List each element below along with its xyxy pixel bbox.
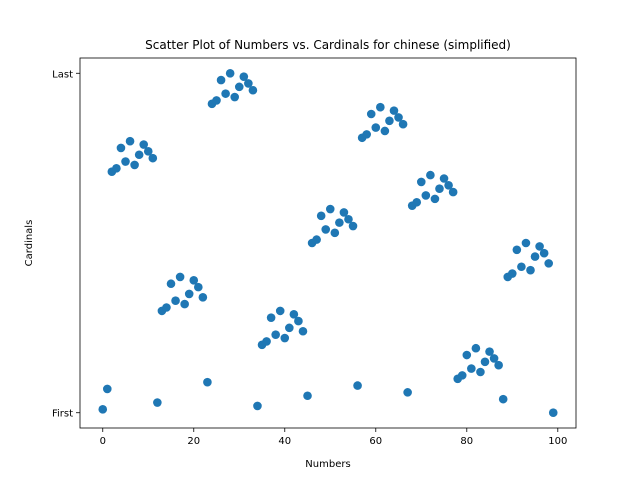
data-point bbox=[449, 188, 458, 197]
data-point bbox=[199, 293, 208, 302]
data-point bbox=[235, 83, 244, 92]
data-point bbox=[221, 89, 230, 98]
data-point bbox=[112, 164, 121, 173]
data-point bbox=[126, 137, 135, 146]
data-point bbox=[321, 225, 330, 234]
data-point bbox=[426, 171, 435, 180]
data-point bbox=[130, 161, 139, 170]
data-point bbox=[185, 290, 194, 299]
data-point bbox=[526, 266, 535, 275]
data-point bbox=[362, 130, 371, 139]
data-point bbox=[335, 218, 344, 227]
data-point bbox=[371, 123, 380, 132]
data-point bbox=[476, 368, 485, 377]
data-point bbox=[167, 279, 176, 288]
data-point bbox=[481, 358, 490, 367]
data-point bbox=[494, 361, 503, 370]
data-point bbox=[353, 381, 362, 390]
data-point bbox=[299, 327, 308, 336]
data-point bbox=[212, 96, 221, 105]
data-point bbox=[549, 408, 558, 417]
data-point bbox=[540, 249, 549, 258]
data-point bbox=[472, 344, 481, 353]
data-point bbox=[171, 296, 180, 305]
data-point bbox=[417, 178, 426, 187]
data-point bbox=[98, 405, 107, 414]
data-point bbox=[312, 235, 321, 244]
data-point bbox=[544, 259, 553, 268]
data-point bbox=[326, 205, 335, 214]
data-point bbox=[399, 120, 408, 129]
data-point bbox=[381, 127, 390, 136]
data-point bbox=[217, 76, 226, 85]
x-tick-label: 40 bbox=[278, 436, 291, 447]
x-tick-label: 80 bbox=[460, 436, 473, 447]
data-point bbox=[162, 303, 171, 312]
data-point bbox=[431, 195, 440, 204]
data-point bbox=[403, 388, 412, 397]
data-point bbox=[249, 86, 258, 95]
data-point bbox=[367, 110, 376, 119]
x-tick-label: 100 bbox=[548, 436, 567, 447]
data-point bbox=[513, 245, 522, 254]
data-point bbox=[422, 191, 431, 200]
data-point bbox=[103, 385, 112, 394]
data-point bbox=[435, 184, 444, 193]
data-point bbox=[294, 317, 303, 326]
data-point bbox=[262, 337, 271, 346]
data-point bbox=[135, 150, 144, 159]
data-point bbox=[153, 398, 162, 407]
data-point bbox=[117, 144, 126, 153]
data-point bbox=[121, 157, 130, 166]
data-point bbox=[458, 371, 467, 380]
data-point bbox=[149, 154, 158, 163]
data-point bbox=[180, 300, 189, 309]
x-tick-label: 60 bbox=[369, 436, 382, 447]
data-point bbox=[176, 273, 185, 282]
x-tick-label: 20 bbox=[187, 436, 200, 447]
data-point bbox=[230, 93, 239, 102]
data-point bbox=[317, 212, 326, 221]
data-point bbox=[376, 103, 385, 112]
data-point bbox=[276, 307, 285, 316]
data-point bbox=[194, 283, 203, 292]
y-tick-label: First bbox=[52, 409, 73, 420]
data-point bbox=[467, 364, 476, 373]
plot-area bbox=[80, 58, 576, 428]
data-point bbox=[508, 269, 517, 278]
data-point bbox=[331, 229, 340, 238]
data-point bbox=[253, 402, 262, 411]
y-tick-label: Last bbox=[52, 69, 73, 80]
data-point bbox=[303, 391, 312, 400]
data-point bbox=[462, 351, 471, 360]
data-point bbox=[522, 239, 531, 248]
x-axis-label: Numbers bbox=[305, 459, 350, 470]
data-point bbox=[285, 324, 294, 333]
chart-title: Scatter Plot of Numbers vs. Cardinals fo… bbox=[145, 38, 511, 52]
data-point bbox=[271, 330, 280, 339]
data-point bbox=[280, 334, 289, 343]
data-point bbox=[385, 116, 394, 125]
data-point bbox=[531, 252, 540, 261]
data-point bbox=[226, 69, 235, 78]
data-point bbox=[267, 313, 276, 322]
x-tick-label: 0 bbox=[100, 436, 106, 447]
data-point bbox=[203, 378, 212, 387]
data-point bbox=[517, 262, 526, 271]
data-point bbox=[412, 198, 421, 207]
y-axis-label: Cardinals bbox=[24, 220, 35, 267]
data-point bbox=[499, 395, 508, 404]
data-point bbox=[349, 222, 358, 231]
